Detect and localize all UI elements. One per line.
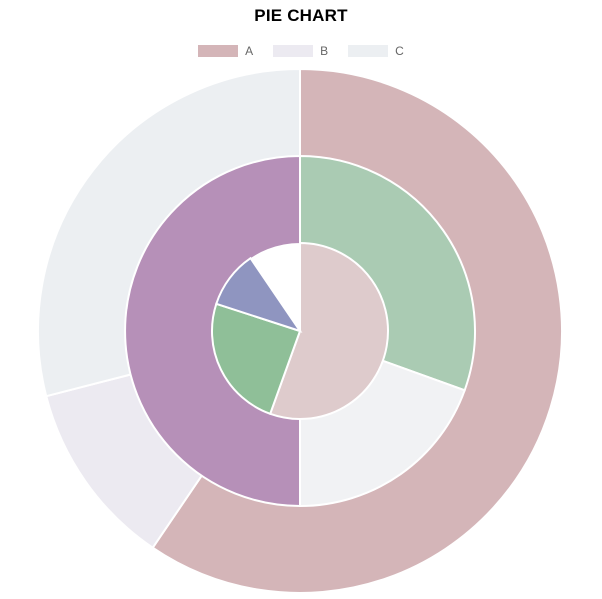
- chart-title: PIE CHART: [254, 6, 348, 25]
- inner-ring-slice-1[interactable]: [268, 241, 389, 420]
- legend-swatch-a: [198, 45, 239, 57]
- legend-label-b: B: [320, 44, 329, 58]
- legend-item-b[interactable]: B: [273, 44, 328, 58]
- legend-swatch-c: [348, 45, 389, 57]
- legend-item-a[interactable]: A: [198, 44, 253, 58]
- inner-ring-slice-3[interactable]: [215, 256, 303, 333]
- legend-swatch-b: [273, 45, 314, 57]
- legend-item-c[interactable]: C: [348, 44, 404, 58]
- inner-ring-slice-2[interactable]: [211, 302, 302, 416]
- legend: A B C: [0, 44, 602, 58]
- legend-label-a: A: [245, 44, 254, 58]
- legend-label-c: C: [395, 44, 404, 58]
